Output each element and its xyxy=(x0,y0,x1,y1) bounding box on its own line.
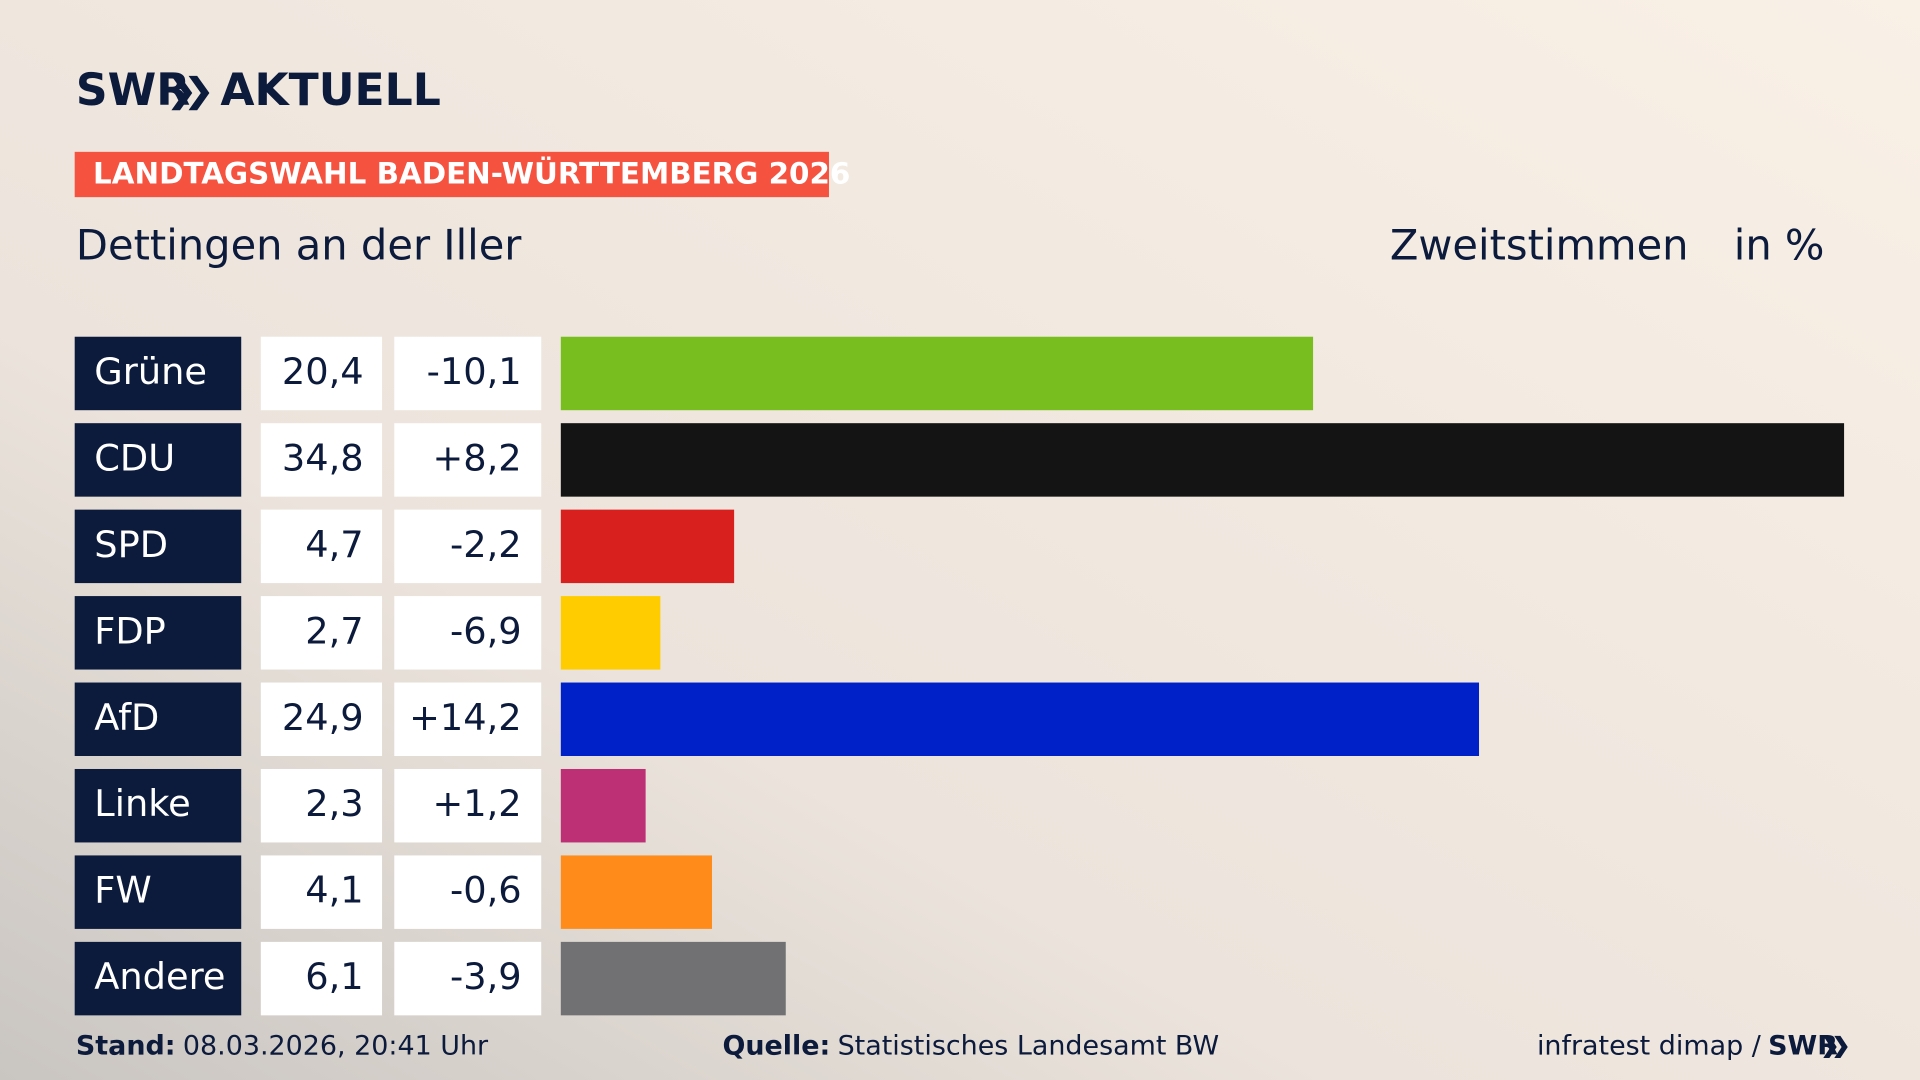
stand: 08.03.2026, 20:41 Uhr xyxy=(183,1030,489,1061)
chart-title: Dettingen an der Iller xyxy=(76,221,522,270)
value-box xyxy=(260,682,383,756)
change-label: -0,6 xyxy=(450,869,522,912)
label-box xyxy=(74,596,242,670)
value-label: 6,1 xyxy=(305,955,363,998)
bar xyxy=(560,768,646,843)
value-box xyxy=(260,596,383,670)
bar xyxy=(560,855,713,929)
source: Statistisches Landesamt BW xyxy=(838,1030,1219,1061)
party-label: AfD xyxy=(94,696,159,739)
label-box xyxy=(74,855,242,929)
bar xyxy=(560,941,786,1016)
party-label: Linke xyxy=(94,782,190,825)
brand-left: SWR xyxy=(76,65,190,116)
value-label: 4,7 xyxy=(305,523,363,566)
change-box xyxy=(394,596,542,670)
bar xyxy=(560,336,1314,411)
unit: in % xyxy=(1734,221,1825,270)
label-box xyxy=(74,768,242,843)
value-label: 24,9 xyxy=(282,696,364,739)
party-label: CDU xyxy=(94,436,175,479)
change-box xyxy=(394,682,542,756)
value-box xyxy=(260,768,383,843)
credit: infratest dimap / xyxy=(1537,1030,1762,1061)
bar xyxy=(560,682,1480,756)
change-box xyxy=(394,941,542,1016)
party-label: FDP xyxy=(94,609,166,652)
change-box xyxy=(394,855,542,929)
brand-right: AKTUELL xyxy=(220,65,440,116)
value-box xyxy=(260,423,383,497)
change-label: -10,1 xyxy=(427,350,522,393)
value-box xyxy=(260,855,383,929)
value-box xyxy=(260,509,383,584)
subtitle: Zweitstimmen xyxy=(1390,221,1689,270)
party-label: SPD xyxy=(94,523,168,566)
change-box xyxy=(394,768,542,843)
label-box xyxy=(74,682,242,756)
change-label: +1,2 xyxy=(432,782,521,825)
change-label: +14,2 xyxy=(409,696,522,739)
change-label: +8,2 xyxy=(432,436,521,479)
source-label: Quelle: xyxy=(722,1030,830,1061)
banner: LANDTAGSWAHL BADEN-WÜRTTEMBERG 2026 xyxy=(93,155,850,191)
party-label: Andere xyxy=(94,955,225,998)
bar xyxy=(560,596,661,670)
bar xyxy=(560,509,735,584)
credit-chevrons xyxy=(1823,1035,1848,1058)
value-label: 20,4 xyxy=(282,350,364,393)
change-label: -2,2 xyxy=(450,523,522,566)
change-box xyxy=(394,423,542,497)
label-box xyxy=(74,336,242,411)
change-box xyxy=(394,509,542,584)
value-label: 2,7 xyxy=(305,609,363,652)
change-label: -6,9 xyxy=(450,609,522,652)
banner-bg xyxy=(74,151,829,198)
value-box xyxy=(260,336,383,411)
party-label: FW xyxy=(94,869,151,912)
label-box xyxy=(74,509,242,584)
value-label: 4,1 xyxy=(305,869,363,912)
bar xyxy=(560,423,1845,497)
change-label: -3,9 xyxy=(450,955,522,998)
change-box xyxy=(394,336,542,411)
value-label: 34,8 xyxy=(282,436,364,479)
party-label: Grüne xyxy=(94,350,207,393)
label-box xyxy=(74,941,242,1016)
label-box xyxy=(74,423,242,497)
value-label: 2,3 xyxy=(305,782,363,825)
brand-chevrons xyxy=(171,75,210,111)
stand-label: Stand: xyxy=(76,1030,176,1061)
value-box xyxy=(260,941,383,1016)
